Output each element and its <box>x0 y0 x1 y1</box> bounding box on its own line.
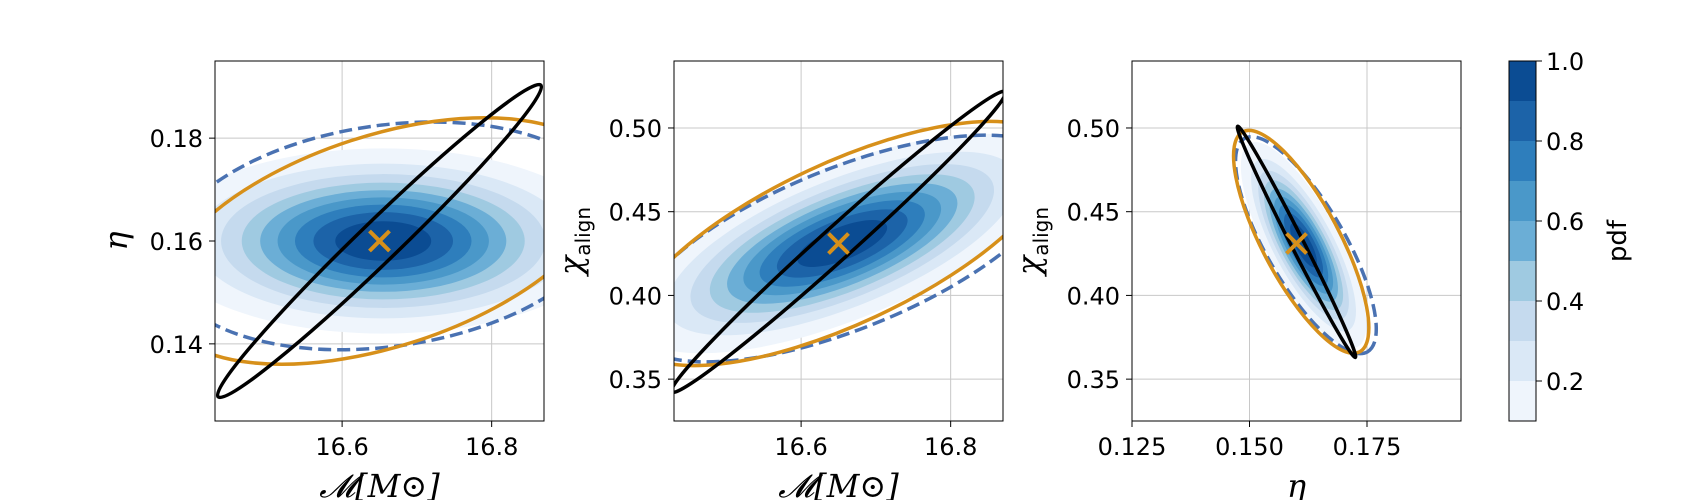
panel-3-ytick-label-0: 0.35 <box>1067 366 1120 394</box>
panel-2-true-value-stroke-2 <box>827 232 850 255</box>
panel-3-xtick-label-1: 0.150 <box>1215 433 1284 461</box>
colorbar-tick-label-3: 0.8 <box>1546 128 1584 156</box>
panel-3-ylabel-subscript: align <box>1029 207 1053 256</box>
panel-3-true-value-marker <box>1285 232 1308 255</box>
colorbar-level-3 <box>1509 301 1536 341</box>
colorbar: 0.2 0.4 0.6 0.8 1.0 pdf <box>1508 48 1633 422</box>
panel-3-xtick-label-0: 0.125 <box>1098 433 1167 461</box>
panel-3-ylabel-symbol: χ <box>1010 254 1048 277</box>
panel-1-xlabel: 𝓜[M⊙] <box>319 467 440 500</box>
panel-3-xtick-label-2: 0.175 <box>1333 433 1402 461</box>
colorbar-tick-label-2: 0.6 <box>1546 208 1584 236</box>
panel-3-ytick-label-2: 0.45 <box>1067 199 1120 227</box>
panel-2-ytick-label-3: 0.50 <box>609 115 662 143</box>
panel-2-ytick-label-0: 0.35 <box>609 366 662 394</box>
panel-2: 16.6 16.8 0.35 0.40 0.45 0.50 𝓜[M⊙] χalign <box>552 60 1004 500</box>
colorbar-level-1 <box>1509 381 1536 421</box>
panel-2-xtick-label-1: 16.8 <box>924 433 977 461</box>
panel-3-tick-marks <box>1126 127 1368 427</box>
panel-1-orange-ellipse <box>215 116 544 366</box>
panel-2-ylabel-symbol: χ <box>552 254 590 277</box>
colorbar-level-8 <box>1509 101 1536 141</box>
panel-3-plot-area <box>1231 124 1379 360</box>
colorbar-level-2 <box>1509 341 1536 381</box>
panel-2-ylabel-subscript: align <box>571 207 595 256</box>
panel-1-ytick-label-2: 0.18 <box>150 125 203 153</box>
panel-3-frame <box>1131 60 1462 422</box>
panel-2-black-ellipse <box>674 89 1003 395</box>
panel-2-ylabel: χalign <box>552 207 595 277</box>
panel-1-black-ellipse <box>215 82 544 400</box>
colorbar-level-7 <box>1509 141 1536 181</box>
panel-2-ytick-label-2: 0.45 <box>609 199 662 227</box>
panel-2-xlabel: 𝓜[M⊙] <box>778 467 899 500</box>
panel-1: 16.6 16.8 0.14 0.16 0.18 𝓜[M⊙] η <box>97 60 545 500</box>
colorbar-tick-label-0: 0.2 <box>1546 368 1584 396</box>
colorbar-level-5 <box>1509 221 1536 261</box>
panel-1-tick-marks <box>209 137 493 427</box>
panel-3: 0.125 0.150 0.175 0.35 0.40 0.45 0.50 η χalign <box>1010 60 1462 500</box>
panel-2-true-value-marker <box>827 232 850 255</box>
panel-2-xtick-label-0: 16.6 <box>774 433 827 461</box>
colorbar-level-4 <box>1509 261 1536 301</box>
colorbar-tick-label-4: 1.0 <box>1546 48 1584 76</box>
panel-1-ytick-label-1: 0.16 <box>150 228 203 256</box>
panel-1-ylabel-symbol: η <box>97 231 135 250</box>
panel-3-xlabel: η <box>1287 467 1306 500</box>
colorbar-frame <box>1508 60 1537 422</box>
panel-2-dashed-blue-ellipse <box>674 133 1003 364</box>
panel-2-plot-area <box>674 89 1003 395</box>
panel-2-tick-marks <box>668 127 952 427</box>
panel-1-true-value-marker <box>368 229 391 253</box>
panel-1-plot-area <box>215 82 544 400</box>
panel-1-ytick-label-0: 0.14 <box>150 331 203 359</box>
panel-1-xtick-label-1: 16.8 <box>465 433 518 461</box>
panel-1-ylabel: η <box>97 231 135 250</box>
panel-2-orange-ellipse <box>674 119 1003 368</box>
panel-3-ylabel: χalign <box>1010 207 1053 277</box>
panel-3-ytick-label-1: 0.40 <box>1067 282 1120 310</box>
colorbar-label: pdf <box>1603 219 1633 262</box>
panel-2-frame <box>673 60 1004 422</box>
colorbar-level-6 <box>1509 181 1536 221</box>
panel-1-xtick-label-0: 16.6 <box>315 433 368 461</box>
panel-3-ytick-label-3: 0.50 <box>1067 115 1120 143</box>
panel-1-true-value-stroke-2 <box>368 229 391 253</box>
panel-3-true-value-stroke-2 <box>1285 232 1308 255</box>
colorbar-tick-label-1: 0.4 <box>1546 288 1584 316</box>
colorbar-level-9 <box>1509 61 1536 101</box>
panel-2-pdf-level-9 <box>797 220 888 267</box>
panel-2-ytick-label-1: 0.40 <box>609 282 662 310</box>
panel-2-pdf-contours <box>674 133 1003 354</box>
